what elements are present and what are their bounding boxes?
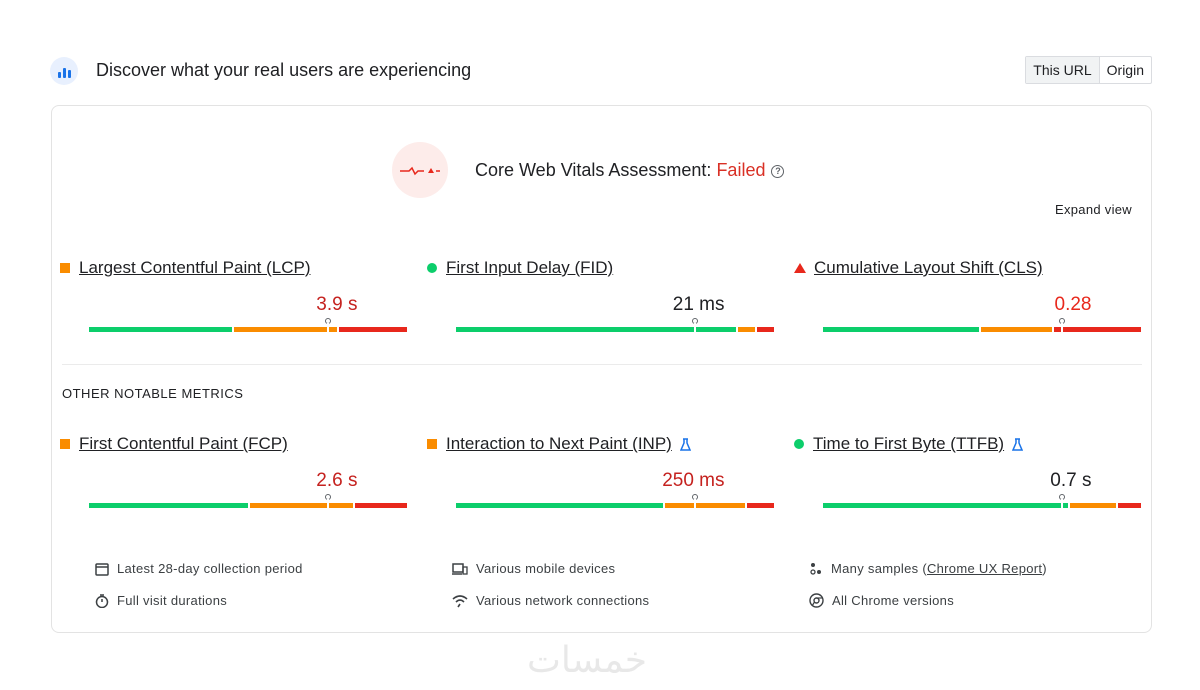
devices-icon xyxy=(452,562,468,575)
p75-marker xyxy=(691,494,698,510)
orange-square-icon xyxy=(60,439,70,449)
footer-item-visit-durations: Full visit durations xyxy=(95,593,227,608)
metric-cls: Cumulative Layout Shift (CLS) 0.28 xyxy=(794,258,1141,338)
footer-item-network: Various network connections xyxy=(452,593,649,608)
samples-icon xyxy=(810,562,821,575)
poor-segment xyxy=(339,327,407,332)
green-circle-icon xyxy=(794,439,804,449)
section-divider xyxy=(62,364,1142,365)
metric-value: 0.7 s xyxy=(1050,470,1092,491)
url-origin-toggle: This URL Origin xyxy=(1025,56,1152,84)
metric-value: 2.6 s xyxy=(316,470,358,491)
metric-label: First Contentful Paint (FCP) xyxy=(60,434,288,454)
help-icon[interactable]: ? xyxy=(771,165,785,178)
distribution-bar xyxy=(456,494,774,510)
poor-segment xyxy=(354,503,407,508)
metric-name-link[interactable]: Cumulative Layout Shift (CLS) xyxy=(814,258,1043,277)
this-url-toggle[interactable]: This URL xyxy=(1026,57,1100,83)
needs-improvement-segment xyxy=(980,327,1052,332)
page-header: Discover what your real users are experi… xyxy=(50,54,1152,88)
footer-text: ) xyxy=(1042,561,1047,576)
good-segment xyxy=(823,327,979,332)
good-segment xyxy=(823,503,1068,508)
needs-improvement-segment xyxy=(664,503,746,508)
distribution-bar xyxy=(823,494,1141,510)
footer-item-collection-period: Latest 28-day collection period xyxy=(95,561,303,576)
calendar-icon xyxy=(95,562,109,576)
red-triangle-icon xyxy=(794,263,806,273)
metric-fcp: First Contentful Paint (FCP) 2.6 s xyxy=(60,434,407,514)
distribution-bar xyxy=(456,318,774,334)
good-segment xyxy=(456,327,736,332)
metric-name-link[interactable]: Time to First Byte (TTFB) xyxy=(813,434,1005,453)
p75-marker xyxy=(1058,318,1065,334)
needs-improvement-segment xyxy=(234,327,338,332)
distribution-bar xyxy=(89,318,407,334)
poor-segment xyxy=(747,503,774,508)
expand-view-link[interactable]: Expand view xyxy=(1054,202,1132,217)
metric-fid: First Input Delay (FID) 21 ms xyxy=(427,258,774,338)
metric-value: 0.28 xyxy=(1054,294,1092,315)
field-data-card: Core Web Vitals Assessment: Failed? Expa… xyxy=(51,105,1152,633)
header-title: Discover what your real users are experi… xyxy=(96,60,472,80)
watermark-logo: خمسات xyxy=(527,640,648,681)
metric-label: Cumulative Layout Shift (CLS) xyxy=(794,258,1043,278)
footer-item-devices: Various mobile devices xyxy=(452,561,615,576)
good-segment xyxy=(89,327,233,332)
p75-marker xyxy=(691,318,698,334)
metric-value: 21 ms xyxy=(672,294,725,315)
chrome-icon xyxy=(809,593,824,608)
needs-improvement-segment xyxy=(250,503,353,508)
stopwatch-icon xyxy=(95,593,109,608)
orange-square-icon xyxy=(60,263,70,273)
lab-flask-icon xyxy=(679,437,691,451)
footer-text: Various mobile devices xyxy=(476,561,616,576)
distribution-bar xyxy=(89,494,407,510)
wifi-icon xyxy=(452,594,468,607)
poor-segment xyxy=(1117,503,1141,508)
metric-value: 3.9 s xyxy=(316,294,358,315)
green-circle-icon xyxy=(427,263,437,273)
needs-improvement-segment xyxy=(1069,503,1116,508)
good-segment xyxy=(89,503,248,508)
metric-inp: Interaction to Next Paint (INP) 250 ms xyxy=(427,434,774,514)
metric-name-link[interactable]: Largest Contentful Paint (LCP) xyxy=(79,258,311,277)
metric-label: Time to First Byte (TTFB) xyxy=(794,434,1024,454)
metric-name-link[interactable]: First Contentful Paint (FCP) xyxy=(79,434,288,453)
assessment-banner: Core Web Vitals Assessment: Failed? xyxy=(392,142,812,200)
p75-marker xyxy=(324,494,331,510)
distribution-bar xyxy=(823,318,1141,334)
poor-segment xyxy=(756,327,774,332)
footer-text: Various network connections xyxy=(476,593,650,608)
metric-value: 250 ms xyxy=(662,470,725,491)
p75-marker xyxy=(1058,494,1065,510)
origin-toggle[interactable]: Origin xyxy=(1106,62,1144,78)
other-metrics-heading: OTHER NOTABLE METRICS xyxy=(62,386,244,401)
crux-logo-icon xyxy=(50,57,78,85)
assessment-status: Failed xyxy=(716,160,766,180)
failed-pulse-icon xyxy=(392,142,448,198)
metric-ttfb: Time to First Byte (TTFB) 0.7 s xyxy=(794,434,1141,514)
footer-item-chrome-versions: All Chrome versions xyxy=(809,593,954,608)
metric-name-link[interactable]: Interaction to Next Paint (INP) xyxy=(446,434,672,453)
needs-improvement-segment xyxy=(737,327,755,332)
footer-item-samples: Many samples (Chrome UX Report) xyxy=(809,561,1047,576)
assessment-prefix: Core Web Vitals Assessment: xyxy=(475,160,717,180)
orange-square-icon xyxy=(427,439,437,449)
metric-name-link[interactable]: First Input Delay (FID) xyxy=(446,258,614,277)
footer-text: Full visit durations xyxy=(117,593,228,608)
lab-flask-icon xyxy=(1012,437,1024,451)
metric-label: Interaction to Next Paint (INP) xyxy=(427,434,691,454)
metric-lcp: Largest Contentful Paint (LCP) 3.9 s xyxy=(60,258,407,338)
footer-text: All Chrome versions xyxy=(832,593,955,608)
footer-text: Latest 28-day collection period xyxy=(117,561,303,576)
good-segment xyxy=(456,503,663,508)
metric-label: First Input Delay (FID) xyxy=(427,258,613,278)
poor-segment xyxy=(1053,327,1141,332)
assessment-title: Core Web Vitals Assessment: Failed? xyxy=(475,160,785,181)
p75-marker xyxy=(324,318,331,334)
metric-label: Largest Contentful Paint (LCP) xyxy=(60,258,311,278)
footer-text: Many samples ( xyxy=(831,561,927,576)
chrome-ux-report-link[interactable]: Chrome UX Report xyxy=(926,561,1043,576)
